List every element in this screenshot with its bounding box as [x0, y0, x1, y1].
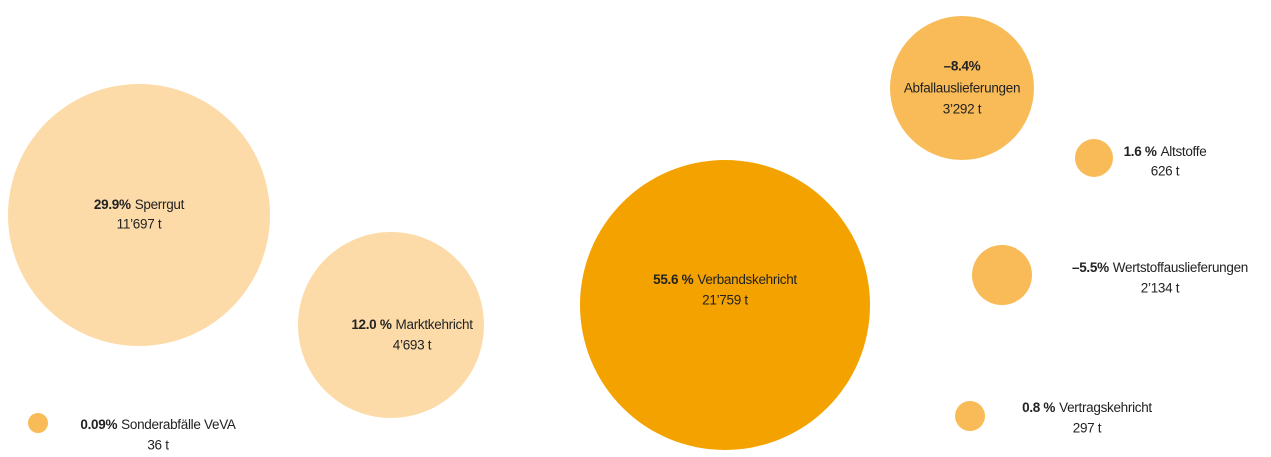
- bubble: [298, 232, 484, 418]
- category-label: Vertragskehricht: [1059, 400, 1152, 415]
- category-label: Marktkehricht: [396, 317, 474, 332]
- category-label: Sperrgut: [135, 197, 185, 212]
- percent-label: 12.0 %: [351, 317, 392, 332]
- category-label: Sonderabfälle VeVA: [121, 417, 236, 432]
- value-label: 2’134 t: [1141, 281, 1180, 296]
- value-label: 11’697 t: [117, 217, 162, 232]
- bubble-label: 1.6 % Altstoffe: [1124, 144, 1207, 159]
- bubble: [580, 160, 870, 450]
- value-label: 3’292 t: [943, 102, 982, 117]
- value-label: 36 t: [147, 438, 169, 453]
- value-label: 4’693 t: [393, 338, 432, 353]
- value-label: 626 t: [1151, 164, 1180, 179]
- percent-label: 0.8 %: [1022, 400, 1055, 415]
- percent-label: 0.09%: [80, 417, 117, 432]
- category-label: Abfallauslieferungen: [904, 81, 1020, 96]
- percent-label: 1.6 %: [1124, 144, 1157, 159]
- bubble-label: –5.5% Wertstoffauslieferungen: [1072, 260, 1248, 275]
- percent-label: –5.5%: [1072, 260, 1109, 275]
- bubble: [8, 84, 270, 346]
- bubble: [890, 16, 1034, 160]
- bubble-label: 0.8 % Vertragskehricht: [1022, 400, 1152, 415]
- value-label: 21’759 t: [702, 293, 748, 308]
- category-label: Verbandskehricht: [697, 272, 797, 287]
- bubble: [1075, 139, 1113, 177]
- category-label: Wertstoffauslieferungen: [1113, 260, 1248, 275]
- percent-label: 55.6 %: [653, 272, 694, 287]
- bubble: [972, 245, 1032, 305]
- bubble-label: 12.0 % Marktkehricht: [351, 317, 473, 332]
- bubble: [28, 413, 48, 433]
- bubble: [955, 401, 985, 431]
- value-label: 297 t: [1073, 421, 1102, 436]
- bubble-label: 29.9% Sperrgut: [94, 197, 185, 212]
- percent-label: 29.9%: [94, 197, 131, 212]
- percent-label: –8.4%: [944, 59, 981, 74]
- bubble-label: 55.6 % Verbandskehricht: [653, 272, 797, 287]
- bubble-label: 0.09% Sonderabfälle VeVA: [80, 417, 236, 432]
- category-label: Altstoffe: [1161, 144, 1207, 159]
